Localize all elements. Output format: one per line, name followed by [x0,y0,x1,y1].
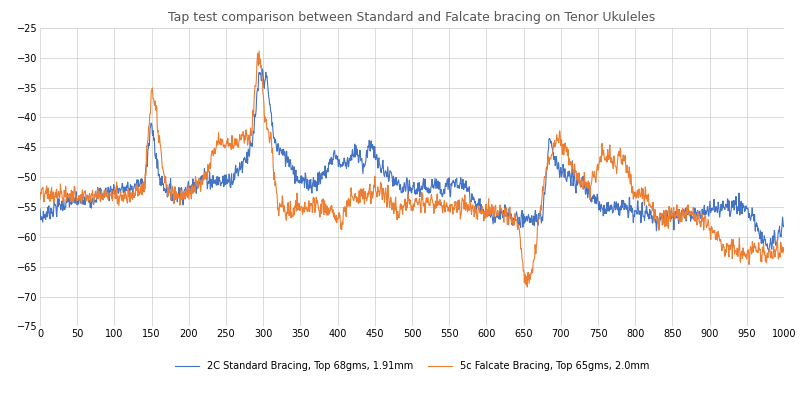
2C Standard Bracing, Top 68gms, 1.91mm [482,213,492,218]
2C Standard Bracing, Top 68gms, 1.91mm [648,220,658,225]
2C Standard Bracing, Top 68gms, 1.91mm [35,207,45,211]
5c Falcate Bracing, Top 65gms, 2.0mm [522,285,532,289]
2C Standard Bracing, Top 68gms, 1.91mm [779,223,789,228]
5c Falcate Bracing, Top 65gms, 2.0mm [35,197,45,202]
2C Standard Bracing, Top 68gms, 1.91mm [52,214,62,219]
5c Falcate Bracing, Top 65gms, 2.0mm [254,49,264,53]
5c Falcate Bracing, Top 65gms, 2.0mm [312,201,322,205]
Line: 5c Falcate Bracing, Top 65gms, 2.0mm: 5c Falcate Bracing, Top 65gms, 2.0mm [40,51,784,287]
5c Falcate Bracing, Top 65gms, 2.0mm [52,187,62,191]
2C Standard Bracing, Top 68gms, 1.91mm [102,192,111,197]
Title: Tap test comparison between Standard and Falcate bracing on Tenor Ukuleles: Tap test comparison between Standard and… [168,11,656,24]
5c Falcate Bracing, Top 65gms, 2.0mm [648,200,658,205]
5c Falcate Bracing, Top 65gms, 2.0mm [75,197,85,202]
2C Standard Bracing, Top 68gms, 1.91mm [258,66,267,71]
2C Standard Bracing, Top 68gms, 1.91mm [312,189,322,193]
5c Falcate Bracing, Top 65gms, 2.0mm [102,194,111,199]
2C Standard Bracing, Top 68gms, 1.91mm [764,250,774,254]
2C Standard Bracing, Top 68gms, 1.91mm [75,193,85,198]
5c Falcate Bracing, Top 65gms, 2.0mm [482,207,492,212]
Legend: 2C Standard Bracing, Top 68gms, 1.91mm, 5c Falcate Bracing, Top 65gms, 2.0mm: 2C Standard Bracing, Top 68gms, 1.91mm, … [171,357,653,375]
5c Falcate Bracing, Top 65gms, 2.0mm [779,251,789,256]
Line: 2C Standard Bracing, Top 68gms, 1.91mm: 2C Standard Bracing, Top 68gms, 1.91mm [40,69,784,252]
